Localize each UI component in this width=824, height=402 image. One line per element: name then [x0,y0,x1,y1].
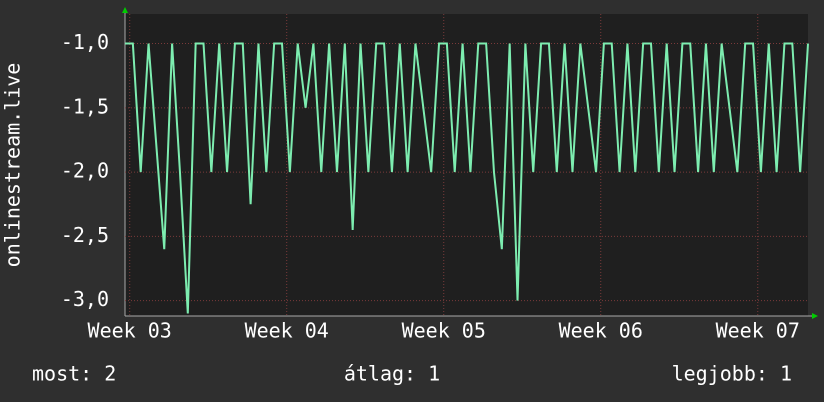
y-tick-label: -2,5 [61,223,109,247]
y-tick-label: -2,0 [61,159,109,183]
stat: most: 2 [32,362,116,386]
y-tick-label: -1,5 [61,94,109,118]
x-tick-label: Week 07 [716,319,800,343]
x-tick-label: Week 06 [559,319,643,343]
stat: legjobb: 1 [672,362,792,386]
x-tick-label: Week 04 [245,319,329,343]
y-axis-label: onlinestream.live [1,63,25,268]
y-tick-label: -1,0 [61,30,109,54]
arrow [812,313,818,319]
y-tick-label: -3,0 [61,287,109,311]
data-line [125,42,809,314]
stat: átlag: 1 [344,362,440,386]
x-tick-label: Week 05 [402,319,486,343]
arrow [122,7,128,13]
plot-area [125,14,808,316]
x-tick-label: Week 03 [88,319,172,343]
